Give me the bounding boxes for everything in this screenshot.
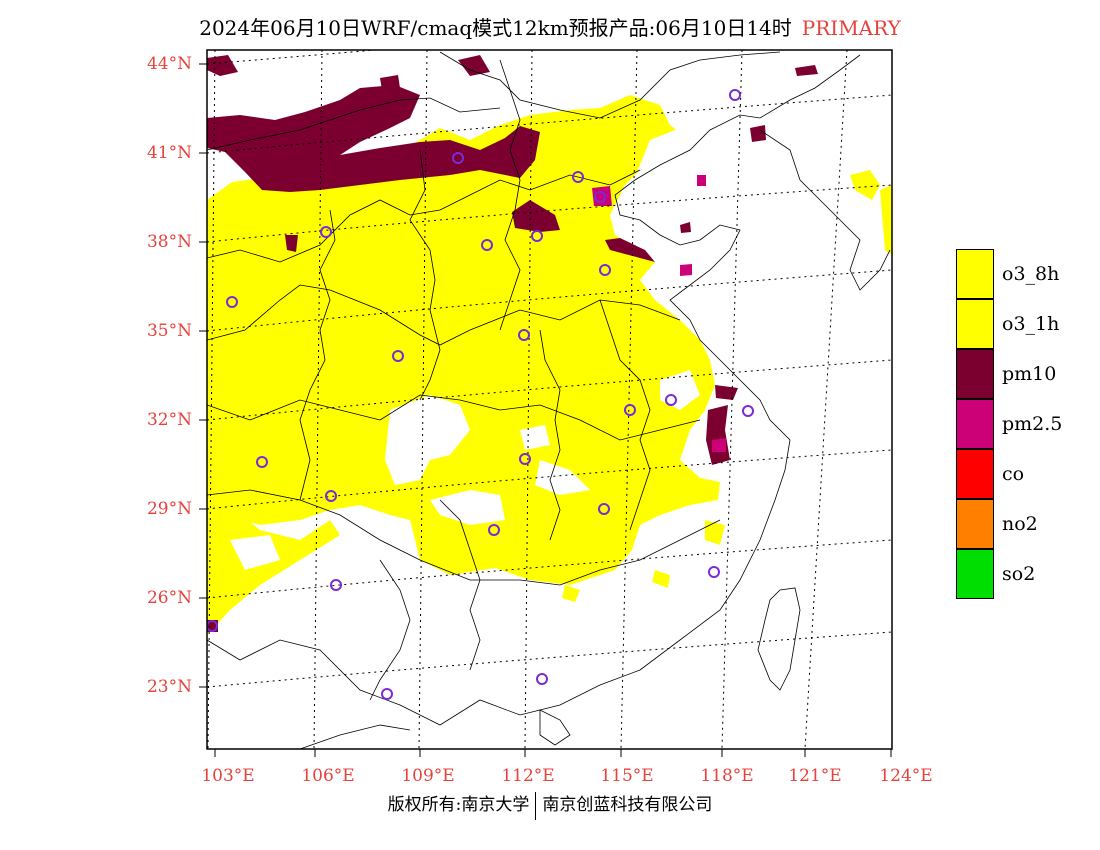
lon-label-115: 115°E <box>600 766 654 786</box>
legend-label: co <box>1002 463 1025 485</box>
station-marker <box>381 688 393 700</box>
lon-label-106: 106°E <box>301 766 355 786</box>
primary-tag: PRIMARY <box>801 16 901 40</box>
copyright-owner: 版权所有:南京大学 <box>387 795 530 815</box>
graticule <box>207 50 892 749</box>
station-marker <box>488 524 500 536</box>
legend-swatch <box>956 449 994 499</box>
legend-label: pm2.5 <box>1002 413 1063 435</box>
lat-label-44: 44°N <box>146 54 192 74</box>
station-marker <box>481 239 493 251</box>
station-marker <box>708 566 720 578</box>
footer-divider <box>535 791 537 820</box>
copyright-company: 南京创蓝科技有限公司 <box>542 795 713 815</box>
station-marker <box>452 152 464 164</box>
lon-label-112: 112°E <box>501 766 555 786</box>
station-marker <box>598 503 610 515</box>
map-content <box>207 50 892 749</box>
station-marker <box>518 329 530 341</box>
legend-swatch <box>956 249 994 299</box>
station-marker <box>624 404 636 416</box>
station-marker <box>531 230 543 242</box>
o3-region <box>207 95 892 635</box>
station-marker <box>519 453 531 465</box>
legend-swatch <box>956 299 994 349</box>
boundaries <box>207 51 891 749</box>
legend-label: o3_1h <box>1002 313 1060 335</box>
clean-areas <box>230 120 720 570</box>
title-text: 2024年06月10日WRF/cmaq模式12km预报产品:06月10日14时 <box>199 16 792 40</box>
lon-label-103: 103°E <box>201 766 255 786</box>
lon-label-121: 121°E <box>788 766 842 786</box>
lat-label-23: 23°N <box>146 677 192 697</box>
station-marker <box>665 394 677 406</box>
legend-swatch <box>956 549 994 599</box>
station-marker <box>325 490 337 502</box>
legend-swatch <box>956 349 994 399</box>
legend-label: no2 <box>1002 513 1038 535</box>
lat-label-26: 26°N <box>146 588 192 608</box>
station-marker <box>599 264 611 276</box>
map-title: 2024年06月10日WRF/cmaq模式12km预报产品:06月10日14时 P… <box>0 12 1100 41</box>
station-marker <box>392 350 404 362</box>
lat-label-32: 32°N <box>146 410 192 430</box>
station-marker <box>742 405 754 417</box>
station-marker <box>226 296 238 308</box>
copyright-footer: 版权所有:南京大学 南京创蓝科技有限公司 <box>0 790 1100 820</box>
station-marker <box>594 191 606 203</box>
station-marker <box>256 456 268 468</box>
legend-label: pm10 <box>1002 363 1057 385</box>
map-frame <box>206 49 893 750</box>
station-markers <box>207 89 754 700</box>
pm10-region <box>207 55 818 632</box>
axis-ticks <box>199 63 892 757</box>
legend-swatch <box>956 499 994 549</box>
lat-label-38: 38°N <box>146 232 192 252</box>
station-marker <box>320 226 332 238</box>
legend-label: o3_8h <box>1002 263 1060 285</box>
station-marker <box>207 620 218 632</box>
lat-label-35: 35°N <box>146 321 192 341</box>
station-marker <box>572 171 584 183</box>
lat-label-41: 41°N <box>146 143 192 163</box>
legend-swatch <box>956 399 994 449</box>
station-marker <box>536 673 548 685</box>
lon-label-109: 109°E <box>401 766 455 786</box>
station-marker <box>330 579 342 591</box>
station-marker <box>729 89 741 101</box>
lon-label-124: 124°E <box>879 766 933 786</box>
legend-label: so2 <box>1002 563 1036 585</box>
lon-label-118: 118°E <box>700 766 754 786</box>
lat-label-29: 29°N <box>146 499 192 519</box>
